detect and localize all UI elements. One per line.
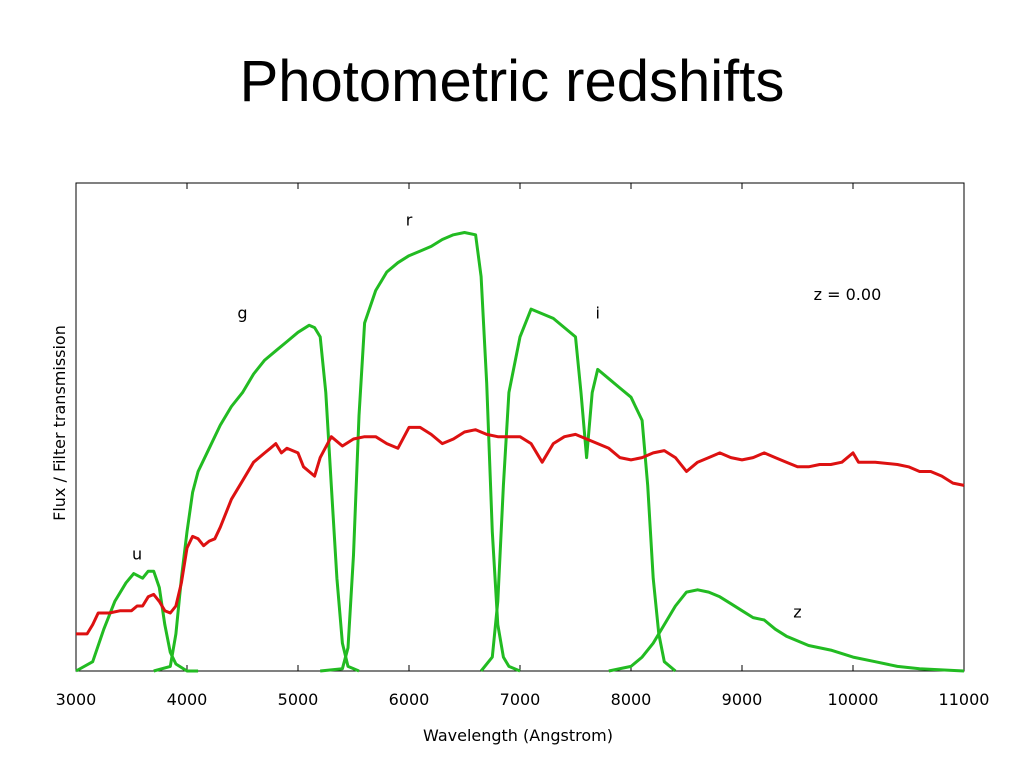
filter-curve-r [320, 231, 521, 673]
x-tick-label: 10000 [828, 690, 879, 709]
x-tick-label: 7000 [500, 690, 541, 709]
band-label-g: g [237, 303, 247, 322]
plot-frame [75, 182, 965, 672]
slide-title: Photometric redshifts [239, 49, 785, 114]
band-label-u: u [132, 545, 142, 564]
filter-curve-z [608, 588, 965, 673]
y-axis-label: Flux / Filter transmission [50, 325, 69, 521]
x-tick-label: 6000 [389, 690, 430, 709]
x-axis-label: Wavelength (Angstrom) [423, 726, 613, 745]
band-label-z: z [793, 603, 801, 622]
filter-curve-i [479, 307, 677, 673]
redshift-annotation: z = 0.00 [814, 285, 882, 304]
spectrum-line [76, 425, 965, 636]
filter-curve-g [153, 323, 360, 673]
filter-curve-u [75, 569, 199, 673]
band-label-r: r [406, 211, 413, 230]
x-tick-label: 8000 [611, 690, 652, 709]
x-tick-label: 3000 [56, 690, 97, 709]
x-tick-label: 5000 [278, 690, 319, 709]
x-tick-label: 4000 [167, 690, 208, 709]
band-label-i: i [595, 303, 599, 322]
x-tick-label: 9000 [722, 690, 763, 709]
x-tick-label: 11000 [939, 690, 990, 709]
